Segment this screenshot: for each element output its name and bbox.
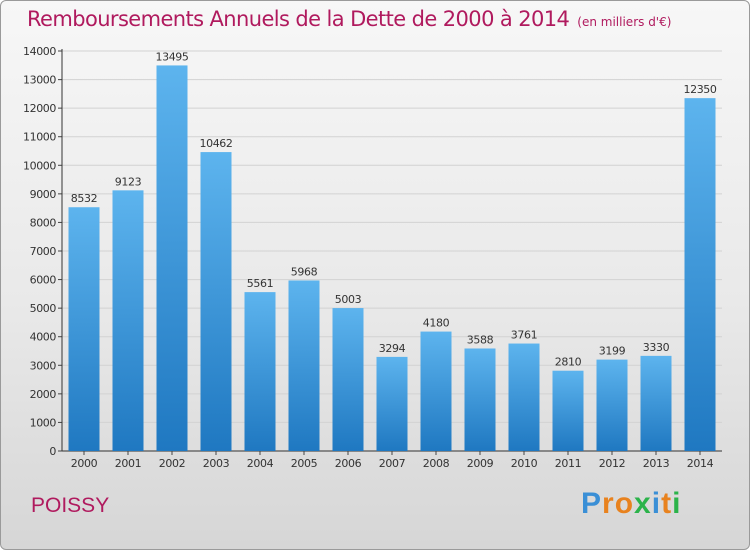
bar-2012 — [596, 359, 628, 451]
data-label-2002: 13495 — [156, 50, 189, 63]
x-tick-label-2001: 2001 — [115, 457, 141, 470]
y-tick-label: 12000 — [23, 102, 56, 115]
data-label-2006: 5003 — [335, 293, 362, 306]
bar-2010 — [508, 343, 540, 451]
x-tick-label-2011: 2011 — [555, 457, 581, 470]
y-tick-label: 7000 — [30, 245, 57, 258]
data-label-2001: 9123 — [115, 175, 142, 188]
y-tick-label: 14000 — [23, 45, 56, 58]
x-tick-label-2013: 2013 — [643, 457, 670, 470]
x-tick-labels: 2000 2001 2002 2003 2004 2005 2006 2007 2008 2009… — [71, 451, 714, 470]
data-label-2013: 3330 — [643, 341, 670, 354]
x-tick-label-2010: 2010 — [511, 457, 538, 470]
x-tick-label-2014: 2014 — [687, 457, 714, 470]
logo-letter: i — [672, 487, 682, 520]
y-tick-label: 4000 — [30, 331, 57, 344]
bars — [68, 65, 716, 452]
x-tick-label-2002: 2002 — [159, 457, 185, 470]
data-label-2014: 12350 — [684, 83, 717, 96]
logo-letter: r — [602, 487, 615, 520]
data-label-2003: 10462 — [200, 137, 233, 150]
data-label-2008: 4180 — [423, 317, 450, 330]
logo-letter: o — [614, 487, 635, 520]
chart-subtitle: (en milliers d'€) — [577, 15, 672, 29]
bar-2009 — [464, 348, 496, 451]
bar-2006 — [332, 308, 364, 451]
data-label-2004: 5561 — [247, 277, 273, 290]
bar-2014 — [684, 98, 716, 452]
y-tick-label: 1000 — [30, 416, 57, 429]
data-label-2010: 3761 — [511, 329, 537, 342]
y-tick-label: 3000 — [30, 359, 57, 372]
chart-title: Remboursements Annuels de la Dette de 20… — [27, 7, 671, 31]
y-tick-label: 2000 — [30, 388, 57, 401]
x-tick-label-2009: 2009 — [467, 457, 494, 470]
logo-letter: i — [651, 487, 662, 520]
bar-2000 — [68, 207, 100, 451]
x-tick-label-2012: 2012 — [599, 457, 625, 470]
x-tick-label-2005: 2005 — [291, 457, 318, 470]
y-tick-label: 11000 — [23, 131, 56, 144]
data-labels: 8532 9123 13495 10462 5561 5968 5003 3294 4180 35… — [71, 50, 717, 368]
bar-2008 — [420, 331, 452, 451]
data-label-2000: 8532 — [71, 192, 97, 205]
x-tick-label-2003: 2003 — [203, 457, 230, 470]
y-tick-label: 0 — [49, 445, 56, 458]
y-tick-label: 13000 — [23, 74, 56, 87]
logo-letter: x — [634, 487, 652, 520]
data-label-2005: 5968 — [291, 265, 318, 278]
x-tick-label-2006: 2006 — [335, 457, 362, 470]
logo-letter: t — [661, 487, 673, 520]
bar-2005 — [288, 280, 320, 451]
bar-2001 — [112, 190, 144, 452]
proxiti-logo: Proxiti — [581, 487, 681, 521]
chart-title-text: Remboursements Annuels de la Dette de 20… — [27, 7, 570, 31]
logo-letter: P — [581, 487, 603, 520]
data-label-2012: 3199 — [599, 345, 626, 358]
bar-2013 — [640, 355, 672, 451]
bar-2004 — [244, 292, 276, 451]
y-tick-label: 5000 — [30, 302, 57, 315]
data-label-2007: 3294 — [379, 342, 406, 355]
bar-2003 — [200, 152, 232, 452]
y-tick-label: 10000 — [23, 159, 56, 172]
y-tick-label: 8000 — [30, 216, 57, 229]
data-label-2009: 3588 — [467, 333, 494, 346]
bar-2002 — [156, 65, 188, 451]
y-tick-labels: 0 1000 2000 3000 4000 5000 6000 7000 8000 9000 100… — [23, 45, 57, 458]
x-tick-label-2008: 2008 — [423, 457, 450, 470]
x-tick-label-2000: 2000 — [71, 457, 98, 470]
y-tick-label: 6000 — [30, 274, 57, 287]
x-tick-label-2007: 2007 — [379, 457, 406, 470]
data-label-2011: 2810 — [555, 356, 582, 369]
y-tick-label: 9000 — [30, 188, 57, 201]
x-tick-label-2004: 2004 — [247, 457, 274, 470]
bar-2011 — [552, 370, 584, 451]
city-name: POISSY — [31, 494, 110, 517]
bar-2007 — [376, 356, 408, 451]
